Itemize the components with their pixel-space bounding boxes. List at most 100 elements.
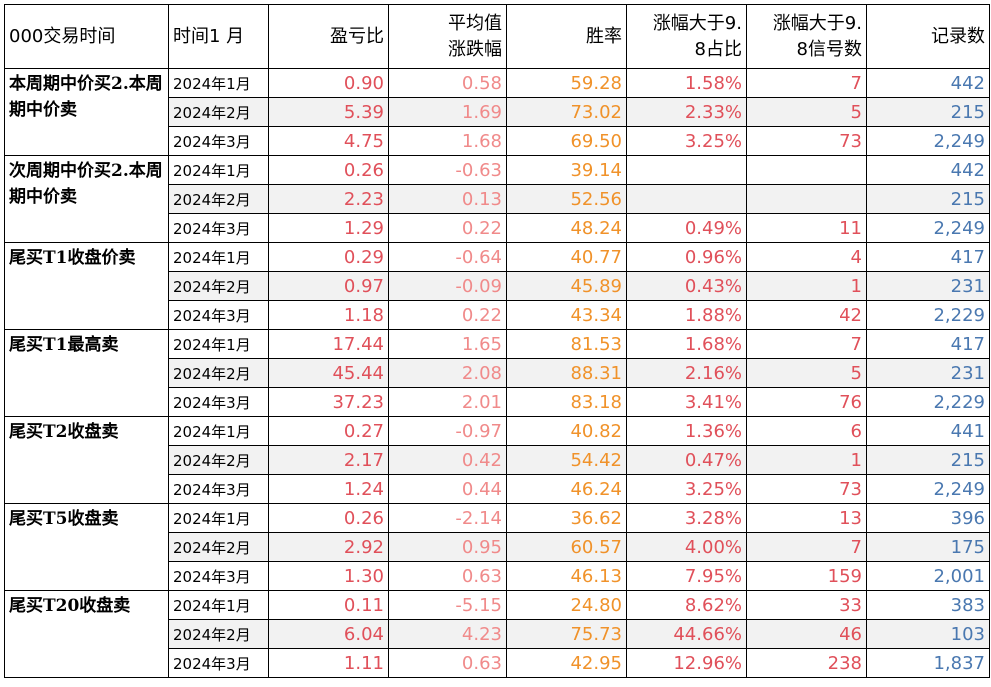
average-change-cell: 2.01 [388, 387, 507, 417]
profit-loss-cell: 1.24 [268, 474, 389, 504]
record-count-cell: 2,229 [866, 387, 990, 417]
table-row: 次周期中价买2.本周期中价卖 2024年1月 0.26 -0.63 39.14 442 [4, 155, 990, 243]
header-record-count: 记录数 [866, 4, 990, 69]
limit-up-signals-cell: 7 [746, 532, 867, 562]
profit-loss-cell: 37.23 [268, 387, 389, 417]
record-count-cell: 396 [866, 503, 990, 533]
record-count-cell: 1,837 [866, 648, 990, 678]
results-table: 000交易时间 时间1 月 盈亏比 平均值 涨跌幅 胜率 涨幅大于9. 8占比 涨幅… [4, 4, 990, 678]
record-count-cell: 175 [866, 532, 990, 562]
average-change-cell: 1.65 [388, 329, 507, 359]
limit-up-signals-cell: 7 [746, 329, 867, 359]
average-change-cell: 0.58 [388, 68, 507, 98]
record-count-cell: 215 [866, 445, 990, 475]
average-change-cell: 1.69 [388, 97, 507, 127]
record-count-cell: 2,229 [866, 300, 990, 330]
profit-loss-cell: 0.26 [268, 503, 389, 533]
limit-up-signals-cell: 13 [746, 503, 867, 533]
limit-up-signals-cell: 76 [746, 387, 867, 417]
header-limit-up-signals: 涨幅大于9. 8信号数 [746, 4, 867, 69]
month-cell: 2024年3月 [168, 126, 269, 156]
limit-up-ratio-cell: 2.33% [626, 97, 747, 127]
record-count-cell: 231 [866, 271, 990, 301]
month-cell: 2024年2月 [168, 532, 269, 562]
limit-up-ratio-cell: 2.16% [626, 358, 747, 388]
profit-loss-cell: 0.26 [268, 155, 389, 185]
strategy-name: 次周期中价买2.本周期中价卖 [4, 155, 169, 243]
header-trade-time: 000交易时间 [4, 4, 169, 69]
limit-up-signals-cell: 6 [746, 416, 867, 446]
win-rate-cell: 45.89 [506, 271, 627, 301]
average-change-cell: 0.95 [388, 532, 507, 562]
win-rate-cell: 46.24 [506, 474, 627, 504]
average-change-cell: -0.97 [388, 416, 507, 446]
win-rate-cell: 24.80 [506, 590, 627, 620]
record-count-cell: 103 [866, 619, 990, 649]
limit-up-signals-cell: 4 [746, 242, 867, 272]
limit-up-signals-cell [746, 155, 867, 185]
limit-up-ratio-cell: 4.00% [626, 532, 747, 562]
month-cell: 2024年1月 [168, 155, 269, 185]
record-count-cell: 2,249 [866, 474, 990, 504]
profit-loss-cell: 1.11 [268, 648, 389, 678]
win-rate-cell: 43.34 [506, 300, 627, 330]
limit-up-signals-cell: 7 [746, 68, 867, 98]
table-row: 2024年2月 2.17 0.42 54.42 0.47% 1 215 [5, 445, 990, 475]
month-cell: 2024年2月 [168, 271, 269, 301]
table-row: 尾买T1最高卖 2024年1月 17.44 1.65 81.53 1.68% 7 417 [4, 329, 990, 417]
profit-loss-cell: 2.23 [268, 184, 389, 214]
table-row: 2024年2月 2.92 0.95 60.57 4.00% 7 175 [5, 532, 990, 562]
table-row: 尾买T1收盘价卖 2024年1月 0.29 -0.64 40.77 0.96% 4 417 [4, 242, 990, 330]
table-row: 2024年3月 1.30 0.63 46.13 7.95% 159 2,001 [5, 561, 990, 591]
average-change-cell: 0.22 [388, 300, 507, 330]
win-rate-cell: 69.50 [506, 126, 627, 156]
profit-loss-cell: 0.29 [268, 242, 389, 272]
limit-up-signals-cell: 1 [746, 271, 867, 301]
average-change-cell: 0.22 [388, 213, 507, 243]
strategy-name: 本周期中价买2.本周期中价卖 [4, 68, 169, 156]
limit-up-signals-cell: 73 [746, 474, 867, 504]
strategy-name: 尾买T2收盘卖 [4, 416, 169, 504]
limit-up-signals-cell: 42 [746, 300, 867, 330]
limit-up-signals-cell: 238 [746, 648, 867, 678]
record-count-cell: 442 [866, 68, 990, 98]
limit-up-signals-cell: 1 [746, 445, 867, 475]
average-change-cell: -0.63 [388, 155, 507, 185]
month-cell: 2024年1月 [168, 68, 269, 98]
month-cell: 2024年1月 [168, 329, 269, 359]
month-cell: 2024年1月 [168, 242, 269, 272]
table-row: 2024年2月 6.04 4.23 75.73 44.66% 46 103 [5, 619, 990, 649]
win-rate-cell: 73.02 [506, 97, 627, 127]
header-average-change: 平均值 涨跌幅 [388, 4, 507, 69]
average-change-cell: 2.08 [388, 358, 507, 388]
limit-up-ratio-cell [626, 155, 747, 185]
average-change-cell: 0.44 [388, 474, 507, 504]
average-change-cell: 0.63 [388, 561, 507, 591]
limit-up-ratio-cell: 3.28% [626, 503, 747, 533]
limit-up-ratio-cell: 44.66% [626, 619, 747, 649]
record-count-cell: 441 [866, 416, 990, 446]
profit-loss-cell: 1.29 [268, 213, 389, 243]
win-rate-cell: 40.77 [506, 242, 627, 272]
limit-up-signals-cell: 159 [746, 561, 867, 591]
record-count-cell: 2,001 [866, 561, 990, 591]
header-row: 000交易时间 时间1 月 盈亏比 平均值 涨跌幅 胜率 涨幅大于9. 8占比 涨幅… [4, 4, 990, 69]
limit-up-signals-cell: 33 [746, 590, 867, 620]
month-cell: 2024年3月 [168, 561, 269, 591]
profit-loss-cell: 1.18 [268, 300, 389, 330]
month-cell: 2024年3月 [168, 648, 269, 678]
table-row: 2024年2月 0.97 -0.09 45.89 0.43% 1 231 [5, 271, 990, 301]
profit-loss-cell: 17.44 [268, 329, 389, 359]
table-row: 尾买T20收盘卖 2024年1月 0.11 -5.15 24.80 8.62% 33 383 [4, 590, 990, 678]
header-limit-up-ratio: 涨幅大于9. 8占比 [626, 4, 747, 69]
win-rate-cell: 60.57 [506, 532, 627, 562]
limit-up-ratio-cell: 1.88% [626, 300, 747, 330]
profit-loss-cell: 2.17 [268, 445, 389, 475]
limit-up-ratio-cell: 1.58% [626, 68, 747, 98]
strategy-name: 尾买T1收盘价卖 [4, 242, 169, 330]
profit-loss-cell: 6.04 [268, 619, 389, 649]
month-cell: 2024年2月 [168, 184, 269, 214]
table-row: 尾买T5收盘卖 2024年1月 0.26 -2.14 36.62 3.28% 13 396 [4, 503, 990, 591]
limit-up-ratio-cell: 0.47% [626, 445, 747, 475]
month-cell: 2024年1月 [168, 590, 269, 620]
